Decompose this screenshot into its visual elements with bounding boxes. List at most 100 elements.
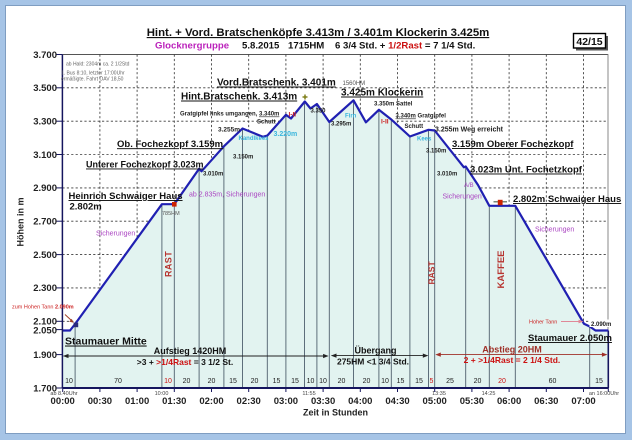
svg-text:Hint.Bratschenk. 3.413m: Hint.Bratschenk. 3.413m [181,92,297,103]
svg-text:15: 15 [397,378,405,385]
svg-text:15: 15 [415,378,423,385]
svg-text:Hoher Tann: Hoher Tann [529,320,557,326]
svg-text:I-II: I-II [289,112,297,119]
svg-text:2.500: 2.500 [33,250,57,261]
svg-text:20: 20 [208,378,216,385]
svg-text:1715HM: 1715HM [288,41,324,52]
svg-text:I-II: I-II [381,119,389,126]
svg-text:1. Bus 8:10, letzter 17:00Uhr: 1. Bus 8:10, letzter 17:00Uhr [61,71,125,77]
svg-text:275HM <1 3/4 Std.: 275HM <1 3/4 Std. [337,357,409,367]
svg-text:2.100: 2.100 [33,316,57,327]
svg-text:04:00: 04:00 [348,396,372,407]
svg-text:Ob. Fochezkopf 3.159m: Ob. Fochezkopf 3.159m [117,139,223,150]
svg-text:00:00: 00:00 [51,396,75,407]
svg-text:Schutt: Schutt [405,124,424,130]
svg-text:06:30: 06:30 [534,396,558,407]
svg-text:10: 10 [319,378,327,385]
svg-text:3.100: 3.100 [33,150,57,161]
svg-text:ab 2.835m, Sicherungen: ab 2.835m, Sicherungen [189,192,265,199]
svg-text:Sicherungen: Sicherungen [535,227,574,234]
svg-text:20: 20 [183,378,191,385]
svg-text:60: 60 [549,378,557,385]
svg-text:2.300: 2.300 [33,283,57,294]
svg-text:3.700: 3.700 [33,50,57,61]
svg-text:3.425m Klockerin: 3.425m Klockerin [341,88,423,99]
svg-text:2.802m Schwaiger Haus: 2.802m Schwaiger Haus [513,194,621,205]
svg-text:10: 10 [307,378,315,385]
svg-text:3.023m Unt. Fochetzkopf: 3.023m Unt. Fochetzkopf [470,165,583,176]
svg-text:3.350: 3.350 [311,109,327,115]
svg-text:3.255m Weg erreicht: 3.255m Weg erreicht [435,127,504,134]
svg-text:3.340m Gratgipfel: 3.340m Gratgipfel [396,114,447,120]
svg-text:10: 10 [164,378,172,385]
svg-text:01:30: 01:30 [162,396,186,407]
svg-text:10: 10 [65,378,73,385]
svg-text:20: 20 [498,378,506,385]
svg-text:2.900: 2.900 [33,183,57,194]
svg-text:Firn: Firn [345,114,357,120]
svg-text:03:00: 03:00 [274,396,298,407]
svg-text:ab 8.40Uhr: ab 8.40Uhr [50,391,77,397]
svg-text:Sicherungen: Sicherungen [96,231,135,238]
svg-text:20: 20 [474,378,482,385]
svg-text:Gratgipfel links umgangen, 3.3: Gratgipfel links umgangen, 3.340m [180,112,279,118]
svg-text:A/B: A/B [464,183,474,189]
svg-text:3.010m: 3.010m [437,172,457,178]
svg-text:10:00: 10:00 [155,391,169,397]
svg-text:Staumauer 2.050m: Staumauer 2.050m [528,333,612,344]
svg-text:an 16:00Uhr: an 16:00Uhr [589,391,619,397]
svg-text:Heinrich Schwaiger Haus: Heinrich Schwaiger Haus [69,191,183,202]
svg-text:2.050: 2.050 [33,326,57,337]
svg-text:07:00: 07:00 [571,396,595,407]
svg-text:785HM: 785HM [162,211,180,217]
svg-text:13:35: 13:35 [432,391,446,397]
svg-text:ab Hald: 2304m ca. 2 1/2Std: ab Hald: 2304m ca. 2 1/2Std [66,62,130,68]
svg-text:Kees: Kees [417,137,432,143]
svg-text:15: 15 [291,378,299,385]
svg-text:RAST: RAST [427,261,437,285]
svg-text:6 3/4 Std. + 1/2Rast = 7 1/4 S: 6 3/4 Std. + 1/2Rast = 7 1/4 Std. [335,41,475,52]
svg-text:15: 15 [595,378,603,385]
svg-text:20: 20 [363,378,371,385]
svg-text:Höhen in m: Höhen in m [16,198,26,247]
svg-text:1.700: 1.700 [33,383,57,394]
svg-text:Sicherungen: Sicherungen [443,194,482,201]
svg-text:20: 20 [338,378,346,385]
svg-text:ermäßigte. Fahrt ÖAV 18,50: ermäßigte. Fahrt ÖAV 18,50 [61,76,124,83]
svg-text:42/15: 42/15 [576,36,602,48]
svg-text:Übergang: Übergang [354,346,396,356]
svg-text:04:30: 04:30 [385,396,409,407]
svg-text:Kandlkees: Kandlkees [239,136,270,142]
svg-text:Unterer Fochezkopf 3.023m: Unterer Fochezkopf 3.023m [86,160,204,170]
svg-text:Staumauer Mitte: Staumauer Mitte [65,336,147,348]
svg-text:03:30: 03:30 [311,396,335,407]
svg-text:02:00: 02:00 [199,396,223,407]
svg-text:3.150m: 3.150m [426,149,446,155]
svg-text:05:30: 05:30 [460,396,484,407]
svg-text:5.8.2015: 5.8.2015 [242,41,280,52]
svg-text:2 + >1/4Rast = 2 1/4 Std.: 2 + >1/4Rast = 2 1/4 Std. [464,355,561,365]
svg-text:02:30: 02:30 [237,396,261,407]
svg-text:5: 5 [430,378,434,385]
svg-text:06:00: 06:00 [497,396,521,407]
svg-text:3.255m: 3.255m [218,127,240,134]
svg-text:3.010m: 3.010m [203,172,223,178]
svg-text:Vord.Bratschenk. 3.401m: Vord.Bratschenk. 3.401m [217,78,336,89]
svg-text:Zeit in Stunden: Zeit in Stunden [303,408,368,418]
svg-text:Abstieg 20HM: Abstieg 20HM [482,344,542,354]
svg-text:15: 15 [229,378,237,385]
svg-text:3.300: 3.300 [33,117,57,128]
svg-text:3.500: 3.500 [33,83,57,94]
svg-text:1560HM: 1560HM [343,81,366,87]
svg-text:Schutt: Schutt [257,120,276,126]
svg-text:01:00: 01:00 [125,396,149,407]
svg-text:70: 70 [114,378,122,385]
svg-text:14:25: 14:25 [482,391,496,397]
svg-text:KAFFEE: KAFFEE [496,251,507,289]
svg-text:Hint. + Vord. Bratschenköpfe 3: Hint. + Vord. Bratschenköpfe 3.413m / 3.… [147,27,490,39]
svg-text:15: 15 [273,378,281,385]
svg-text:3.220m: 3.220m [274,131,298,138]
svg-text:2.700: 2.700 [33,217,57,228]
svg-text:3.150m: 3.150m [233,155,253,161]
svg-text:2.802m: 2.802m [70,202,102,213]
